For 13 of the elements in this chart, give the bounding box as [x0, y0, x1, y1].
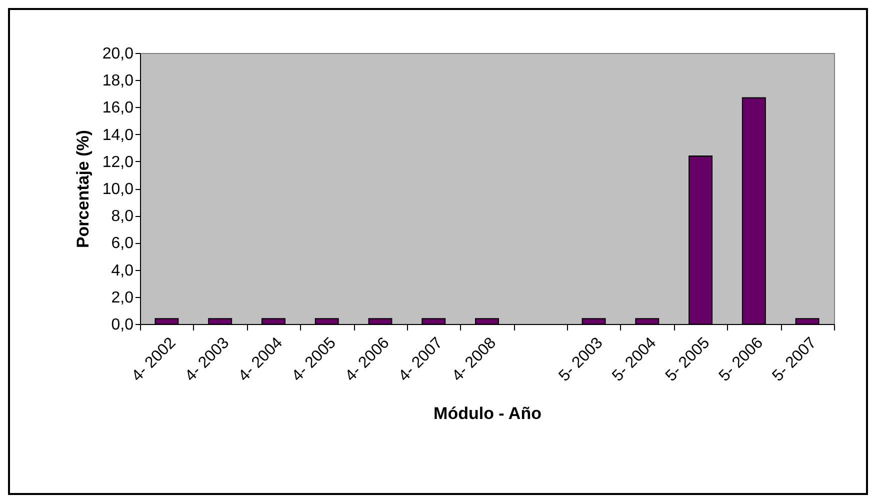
y-tick-label: 0,0 — [111, 316, 134, 334]
y-tick-label: 8,0 — [111, 208, 134, 226]
y-tick-label: 18,0 — [102, 72, 134, 90]
y-axis-title: Porcentaje (%) — [73, 130, 92, 248]
y-tick-label: 10,0 — [102, 181, 134, 198]
y-tick-label: 20,0 — [102, 46, 134, 62]
y-tick-label: 16,0 — [102, 100, 134, 117]
x-axis-title: Módulo - Año — [434, 404, 542, 424]
y-tick-label: 14,0 — [102, 126, 134, 144]
y-tick-label: 2,0 — [111, 289, 134, 306]
y-tick-label: 6,0 — [111, 235, 134, 252]
y-tick-label: 4,0 — [111, 262, 134, 280]
y-tick-label: 12,0 — [102, 154, 134, 171]
